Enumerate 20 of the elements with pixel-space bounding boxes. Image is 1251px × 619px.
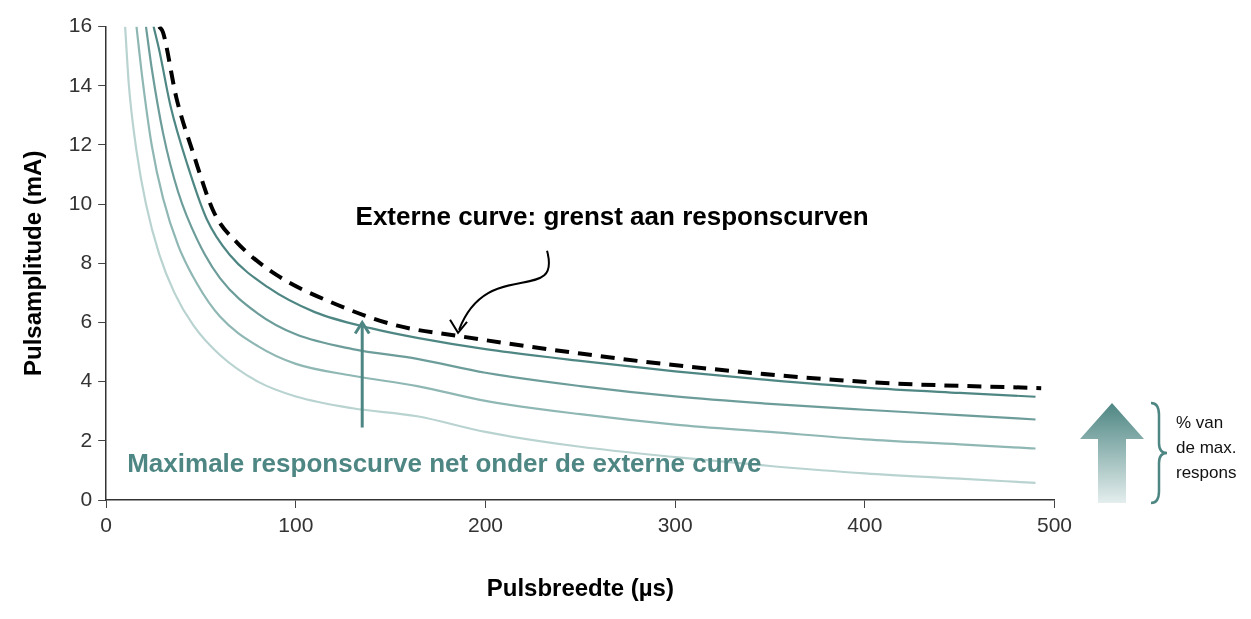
y-tick-label: 0 (80, 486, 93, 510)
y-axis-title: Pulsamplitude (mA) (19, 150, 47, 376)
x-tick-label: 0 (100, 513, 112, 537)
y-tick-label: 2 (80, 427, 93, 451)
y-tick-label: 10 (68, 190, 93, 214)
x-tick-label: 400 (847, 513, 883, 537)
x-tick-label: 100 (278, 513, 314, 537)
y-tick-label: 4 (80, 368, 93, 392)
y-tick-label: 14 (68, 72, 93, 96)
y-tick-label: 8 (80, 250, 93, 274)
y-tick-label: 12 (68, 131, 93, 155)
text: % van de max. respons (1176, 412, 1238, 484)
annotation: Externe curve: grenst aan responscurven (355, 200, 869, 231)
x-tick-label: 500 (1036, 513, 1072, 537)
x-tick-label: 200 (467, 513, 504, 537)
y-tick-label: 6 (80, 309, 93, 333)
y-tick-label: 16 (68, 13, 93, 37)
x-tick-label: 300 (657, 513, 693, 537)
x-axis-title: Pulsbreedte (µs) (486, 574, 674, 602)
annotation: Maximale responscurve net onder de externe curve (127, 447, 762, 478)
